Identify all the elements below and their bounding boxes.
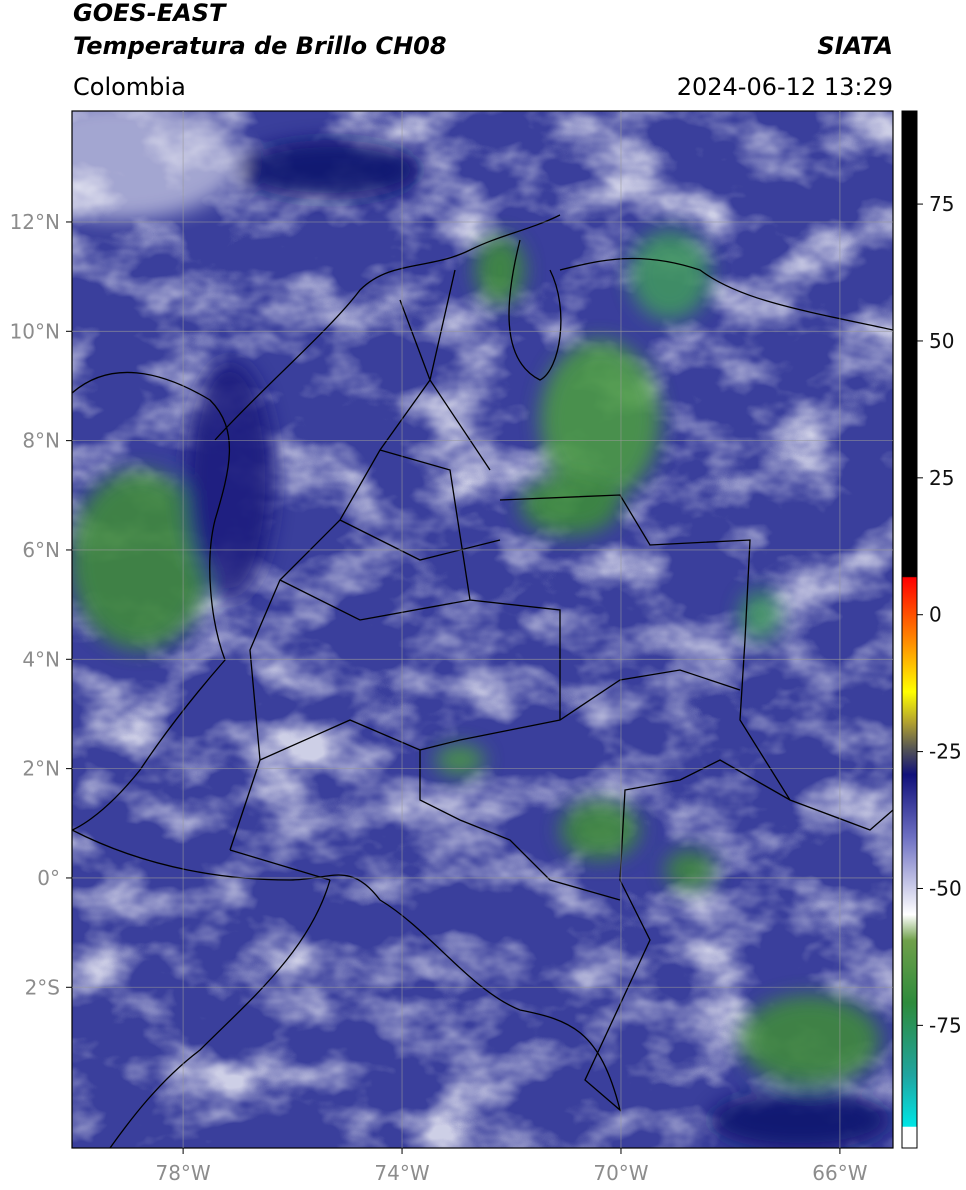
colorbar-tick-label: 50 bbox=[929, 329, 954, 353]
title-line2: Temperatura de Brillo CH08 bbox=[73, 32, 447, 60]
x-tick-label: 66°W bbox=[812, 1161, 867, 1185]
colorbar-tick-label: -75 bbox=[929, 1013, 962, 1037]
y-tick-label: 10°N bbox=[10, 319, 60, 343]
source: SIATA bbox=[817, 32, 893, 60]
colorbar-tick-label: -25 bbox=[929, 740, 962, 764]
y-tick-label: 8°N bbox=[22, 429, 60, 453]
map-frame bbox=[71, 110, 894, 1149]
y-tick-label: 6°N bbox=[22, 538, 60, 562]
satellite-image bbox=[72, 111, 893, 1148]
y-tick-label: 2°N bbox=[22, 757, 60, 781]
datetime: 2024-06-12 13:29 bbox=[677, 73, 893, 101]
title-line1: GOES-EAST bbox=[73, 0, 227, 27]
y-tick-label: 12°N bbox=[10, 210, 60, 234]
x-tick-label: 70°W bbox=[593, 1161, 648, 1185]
x-tick-label: 78°W bbox=[155, 1161, 210, 1185]
x-tick-label: 74°W bbox=[374, 1161, 429, 1185]
colorbar-tick-label: -50 bbox=[929, 876, 962, 900]
colorbar-tick-label: 75 bbox=[929, 192, 954, 216]
y-tick-label: 0° bbox=[37, 866, 60, 890]
y-tick-label: 2°S bbox=[25, 975, 60, 999]
colorbar-tick-label: 25 bbox=[929, 466, 954, 490]
y-tick-label: 4°N bbox=[22, 647, 60, 671]
colorbar bbox=[901, 110, 918, 1149]
region: Colombia bbox=[73, 73, 186, 101]
colorbar-tick-label: 0 bbox=[929, 603, 942, 627]
